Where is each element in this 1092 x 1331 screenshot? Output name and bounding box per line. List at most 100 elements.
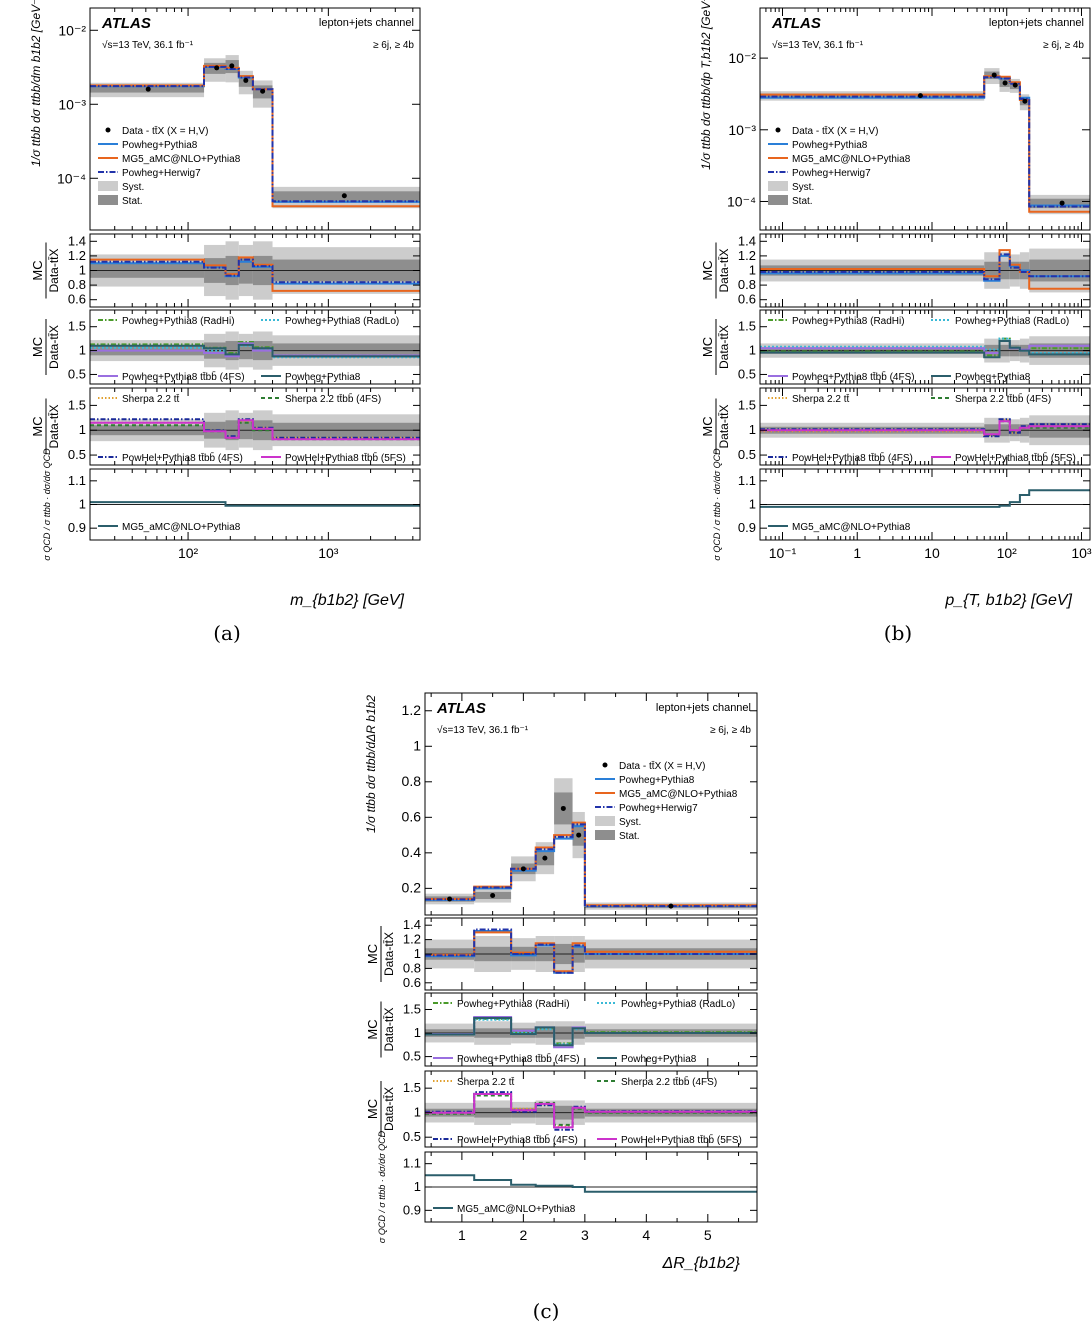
ratio4-xtick-label: 4 — [642, 1227, 650, 1243]
legend-syst-swatch — [98, 181, 118, 191]
legend-stat-swatch — [595, 830, 615, 840]
qcd-ylabel: σ QCD / σ ttbb · dσ/dσ QCD — [377, 1130, 387, 1243]
ratio2-ytick-label: 1 — [414, 1025, 421, 1040]
ratio4-xtick-label: 10⁻¹ — [769, 545, 797, 561]
legend-powpy: Powheg+Pythia8 — [792, 140, 868, 151]
legend-sherpa4fs: Sherpa 2.2 tt̄bb̄ (4FS) — [285, 392, 381, 405]
caption: (a) — [213, 621, 241, 645]
caption: (b) — [884, 621, 912, 645]
energy-label: √s=13 TeV, 36.1 fb⁻¹ — [437, 724, 529, 736]
legend-sherpa4fs: Sherpa 2.2 tt̄bb̄ (4FS) — [955, 392, 1051, 405]
ratio1-ytick-label: 1.4 — [403, 917, 421, 932]
ratio1-ytick-label: 1.4 — [68, 233, 86, 248]
legend-stat-swatch — [98, 195, 118, 205]
ratio4-ytick-label: 0.9 — [68, 520, 86, 535]
ratio1-ytick-label: 1.2 — [738, 248, 756, 263]
data-point — [341, 193, 347, 199]
legend-radhi: Powheg+Pythia8 (RadHi) — [457, 999, 570, 1010]
legend-qcd: MG5_aMC@NLO+Pythia8 — [122, 522, 241, 533]
top-ytick-label: 1 — [413, 737, 421, 753]
ratio1-ytick-label: 0.6 — [738, 292, 756, 307]
ratio1-series-line — [425, 931, 757, 973]
legend-powpy-r: Powheg+Pythia8 — [955, 372, 1031, 383]
ratio1-series-line — [760, 253, 1090, 281]
data-point — [260, 88, 266, 94]
top-ytick-label: 0.2 — [402, 879, 422, 895]
ratio2-ylabel-data: Data-tt̄X — [382, 1007, 396, 1051]
legend-herwig: Powheg+Herwig7 — [122, 168, 201, 179]
ratio1-ytick-label: 0.6 — [68, 292, 86, 307]
selection-label: ≥ 6j, ≥ 4b — [1043, 40, 1084, 51]
ratio3-ytick-label: 0.5 — [403, 1129, 421, 1144]
ratio4-xtick-label: 1 — [853, 545, 861, 561]
ratio2-ytick-label: 1.5 — [68, 319, 86, 334]
top-ytick-label: 1.2 — [402, 702, 422, 718]
top-ytick-label: 0.6 — [402, 808, 422, 824]
ratio1-ylabel-mc: MC — [30, 260, 45, 280]
ratio2-panel-frame — [424, 992, 758, 1067]
ratio2-ylabel-data: Data-tt̄X — [717, 325, 731, 369]
legend-sherpa-tt: Sherpa 2.2 tt̄ — [792, 393, 850, 405]
legend-radlo: Powheg+Pythia8 (RadLo) — [285, 316, 399, 327]
data-point — [214, 65, 220, 71]
ratio1-ylabel-mc: MC — [700, 260, 715, 280]
data-point — [668, 903, 674, 909]
ratio1-ylabel-data: Data-tt̄X — [717, 248, 731, 292]
data-point — [1059, 200, 1065, 206]
data-point — [917, 93, 923, 99]
ratio2-ytick-label: 1 — [749, 343, 756, 358]
legend-syst: Syst. — [619, 817, 641, 828]
ratio2-ylabel-mc: MC — [30, 337, 45, 357]
ratio1-ytick-label: 1 — [749, 263, 756, 278]
ratio4-ytick-label: 1 — [79, 497, 86, 512]
ratio3-ytick-label: 1 — [414, 1105, 421, 1120]
ratio3-ylabel-mc: MC — [700, 416, 715, 436]
legend-syst-swatch — [768, 181, 788, 191]
legend-sherpa-tt: Sherpa 2.2 tt̄ — [122, 393, 180, 405]
data-point — [447, 896, 453, 902]
legend-mg5: MG5_aMC@NLO+Pythia8 — [122, 154, 241, 165]
ratio3-ytick-label: 1.5 — [68, 397, 86, 412]
series-line — [425, 823, 757, 908]
top-ytick-label: 10⁻² — [58, 22, 86, 38]
ratio1-ytick-label: 0.6 — [403, 975, 421, 990]
selection-label: ≥ 6j, ≥ 4b — [710, 725, 751, 736]
ratio3-ylabel-mc: MC — [365, 1099, 380, 1119]
legend-powhel5fs: PowHel+Pythia8 tt̄bb̄ (5FS) — [621, 1133, 742, 1146]
ratio2-ylabel-data: Data-tt̄X — [47, 325, 61, 369]
series-line — [425, 825, 757, 908]
top-ytick-label: 10⁻² — [728, 50, 756, 66]
ratio3-panel-frame — [424, 1070, 758, 1148]
channel-label: lepton+jets channel — [656, 702, 751, 714]
data-point — [229, 63, 235, 69]
top-ytick-label: 0.8 — [402, 773, 422, 789]
ratio1-ylabel-data: Data-tt̄X — [47, 248, 61, 292]
ratio3-series-line — [425, 1093, 757, 1129]
series-line — [425, 821, 757, 907]
legend-powpy: Powheg+Pythia8 — [122, 140, 198, 151]
data-point — [145, 86, 151, 92]
xlabel: m_{b1b2} [GeV] — [290, 592, 404, 609]
legend-pow4fs: Powheg+Pythia8 tt̄bb̄ (4FS) — [457, 1052, 580, 1065]
ratio2-ytick-label: 0.5 — [403, 1049, 421, 1064]
legend-powhel5fs: PowHel+Pythia8 tt̄bb̄ (5FS) — [955, 451, 1076, 464]
ratio3-ytick-label: 0.5 — [68, 447, 86, 462]
ratio1-ytick-label: 1.4 — [738, 233, 756, 248]
ratio4-xtick-label: 10³ — [318, 545, 339, 561]
ratio1-ytick-label: 1.2 — [403, 932, 421, 947]
ratio2-series-line — [90, 343, 420, 358]
legend-stat: Stat. — [122, 196, 143, 207]
channel-label: lepton+jets channel — [989, 17, 1084, 29]
data-point — [560, 805, 566, 811]
ratio2-ytick-label: 0.5 — [738, 366, 756, 381]
legend-qcd: MG5_aMC@NLO+Pythia8 — [457, 1204, 576, 1215]
legend-powpy-r: Powheg+Pythia8 — [621, 1054, 697, 1065]
ratio4-xtick-label: 1 — [458, 1227, 466, 1243]
data-point — [991, 72, 997, 78]
top-ytick-label: 10⁻³ — [58, 96, 86, 112]
ratio2-series-line — [425, 1017, 757, 1047]
ratio4-xtick-label: 10³ — [1071, 545, 1092, 561]
